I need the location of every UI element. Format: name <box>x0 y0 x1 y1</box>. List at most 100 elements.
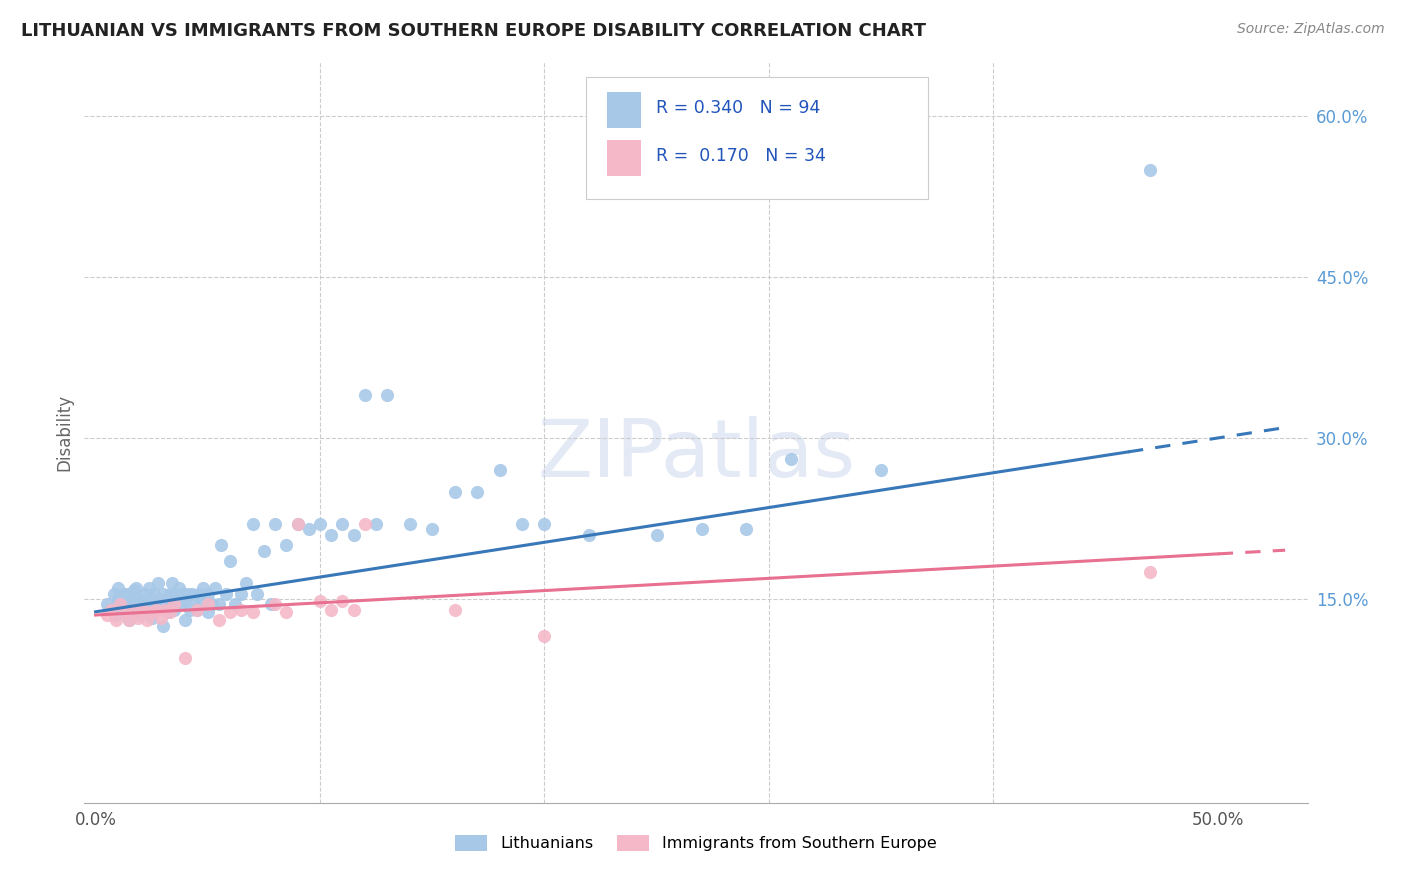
Point <box>132 597 155 611</box>
Point <box>114 586 136 600</box>
Text: R =  0.170   N = 34: R = 0.170 N = 34 <box>655 147 825 165</box>
Point <box>134 586 156 600</box>
Point <box>276 605 298 619</box>
Point <box>100 602 122 616</box>
Point <box>264 516 287 531</box>
Point <box>231 586 253 600</box>
Point <box>141 594 163 608</box>
Point <box>366 516 388 531</box>
Point <box>533 630 555 644</box>
Point <box>332 516 354 531</box>
Point <box>163 597 186 611</box>
Point <box>160 575 183 590</box>
Point <box>138 581 160 595</box>
Point <box>208 597 231 611</box>
Point <box>172 586 194 600</box>
Point <box>114 605 136 619</box>
Point <box>141 611 163 625</box>
Point <box>110 597 132 611</box>
Point <box>129 607 152 622</box>
Point <box>1139 162 1161 177</box>
Point <box>1139 565 1161 579</box>
Y-axis label: Disability: Disability <box>55 394 73 471</box>
Point <box>215 586 238 600</box>
Point <box>287 516 309 531</box>
Point <box>127 611 149 625</box>
Point <box>96 607 118 622</box>
Point <box>163 602 186 616</box>
Point <box>148 575 170 590</box>
Point <box>104 607 127 622</box>
Point <box>153 594 176 608</box>
Point <box>354 388 377 402</box>
Point <box>235 575 257 590</box>
Point <box>121 597 143 611</box>
Point <box>264 597 287 611</box>
Point <box>152 586 174 600</box>
Text: LITHUANIAN VS IMMIGRANTS FROM SOUTHERN EUROPE DISABILITY CORRELATION CHART: LITHUANIAN VS IMMIGRANTS FROM SOUTHERN E… <box>21 22 927 40</box>
Point <box>259 597 281 611</box>
Point <box>163 586 186 600</box>
Point <box>149 597 172 611</box>
Point <box>219 605 242 619</box>
Point <box>287 516 309 531</box>
Point <box>159 586 181 600</box>
Point <box>377 388 399 402</box>
Point <box>309 516 332 531</box>
Point <box>134 605 156 619</box>
Point <box>186 602 208 616</box>
Point <box>578 527 600 541</box>
Point <box>174 614 197 628</box>
Text: Source: ZipAtlas.com: Source: ZipAtlas.com <box>1237 22 1385 37</box>
Point <box>160 597 183 611</box>
Point <box>231 602 253 616</box>
Point <box>107 591 129 606</box>
Point <box>224 597 246 611</box>
Point <box>176 586 198 600</box>
Point <box>167 581 190 595</box>
Point <box>145 602 167 616</box>
Bar <box>606 92 641 128</box>
Point <box>145 602 167 616</box>
Point <box>125 581 148 595</box>
Point <box>122 602 145 616</box>
Point <box>118 586 141 600</box>
Point <box>343 602 366 616</box>
Point <box>645 527 668 541</box>
Point <box>321 527 343 541</box>
Point <box>107 581 129 595</box>
FancyBboxPatch shape <box>586 78 928 200</box>
Point <box>129 591 152 606</box>
Point <box>104 614 127 628</box>
Point <box>179 602 201 616</box>
Point <box>174 651 197 665</box>
Point <box>142 586 165 600</box>
Point <box>209 538 232 552</box>
Point <box>443 484 465 499</box>
Point <box>127 594 149 608</box>
Point <box>420 522 443 536</box>
Point <box>103 586 125 600</box>
Point <box>174 594 197 608</box>
Point <box>298 522 321 536</box>
Point <box>201 597 224 611</box>
Point <box>159 605 181 619</box>
Point <box>510 516 533 531</box>
Point <box>309 594 332 608</box>
Text: ZIPatlas: ZIPatlas <box>537 416 855 494</box>
Point <box>148 591 170 606</box>
Point <box>136 594 159 608</box>
Point <box>115 594 138 608</box>
Point <box>183 594 205 608</box>
Point <box>193 581 215 595</box>
Point <box>181 586 204 600</box>
Point <box>343 527 366 541</box>
Point <box>156 605 179 619</box>
Point <box>276 538 298 552</box>
Point <box>190 597 212 611</box>
Point <box>735 522 758 536</box>
Point <box>111 605 134 619</box>
Point <box>110 597 132 611</box>
Point <box>488 463 510 477</box>
Point <box>118 614 141 628</box>
